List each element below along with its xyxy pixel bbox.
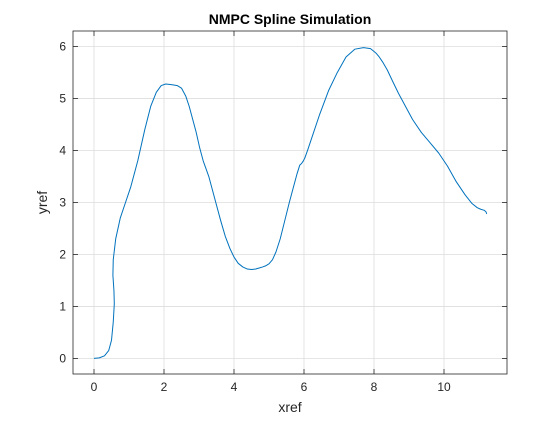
- chart-title: NMPC Spline Simulation: [209, 11, 372, 27]
- x-tick-label: 8: [371, 380, 378, 394]
- series-layer: [93, 47, 488, 359]
- y-tick-label: 0: [59, 351, 66, 365]
- x-tick-label: 2: [161, 380, 168, 394]
- series-line: [93, 47, 488, 359]
- y-tick-label: 5: [59, 92, 66, 106]
- y-tick-label: 4: [59, 144, 66, 158]
- y-axis-label: yref: [34, 191, 50, 214]
- x-tick-label: 4: [231, 380, 238, 394]
- x-axis-label: xref: [278, 399, 301, 415]
- y-tick-label: 1: [59, 299, 66, 313]
- y-tick-label: 6: [59, 40, 66, 54]
- ticks: 0 2 4 6 8 10 0 1 2 3 4 5 6: [59, 31, 507, 394]
- x-tick-label: 10: [437, 380, 451, 394]
- y-tick-label: 2: [59, 247, 66, 261]
- grid: [73, 31, 507, 374]
- x-tick-label: 6: [301, 380, 308, 394]
- x-tick-label: 0: [91, 380, 98, 394]
- y-tick-label: 3: [59, 196, 66, 210]
